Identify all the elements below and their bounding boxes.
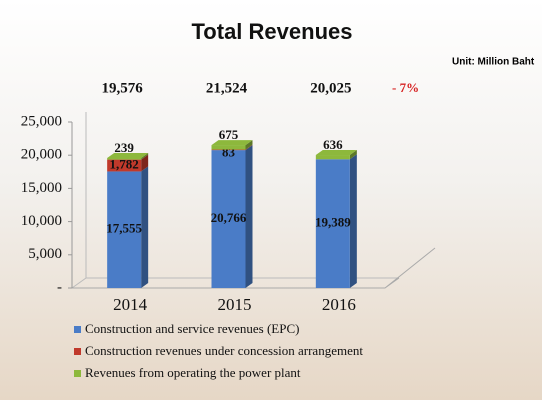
- bar-side: [141, 154, 149, 172]
- bar-side: [349, 154, 357, 288]
- legend-label: Construction and service revenues (EPC): [85, 321, 299, 336]
- bar-top: [315, 150, 357, 156]
- chart-title: Total Revenues: [192, 19, 353, 44]
- data-label: 1,782: [110, 157, 139, 172]
- y-tick-label: 25,000: [21, 113, 62, 129]
- bar-segment: [315, 159, 350, 288]
- y-tick-label: 20,000: [21, 147, 62, 163]
- x-tick-label: 2015: [218, 295, 252, 314]
- bar-segment: [211, 150, 246, 288]
- data-label: 239: [114, 140, 134, 155]
- bar-segment: [211, 145, 246, 150]
- total-label: 21,524: [206, 80, 248, 96]
- y-tick-label: -: [57, 279, 62, 295]
- y-tick-label: 15,000: [21, 180, 62, 196]
- y-tick-label: 5,000: [28, 246, 62, 262]
- bar-side: [349, 150, 357, 160]
- y-tick-label: 10,000: [21, 213, 62, 229]
- x-tick-label: 2016: [322, 295, 356, 314]
- legend-swatch: [74, 370, 81, 377]
- change-annotation: - 7%: [392, 80, 419, 95]
- bar-segment: [107, 159, 142, 172]
- bar-side: [245, 145, 253, 288]
- data-label: 19,389: [315, 215, 351, 230]
- bar-segment: [107, 158, 142, 160]
- data-label: 675: [219, 127, 239, 142]
- bar-top: [107, 153, 149, 159]
- legend-swatch: [74, 326, 81, 333]
- x-tick-label: 2014: [113, 295, 148, 314]
- floor: [72, 247, 436, 289]
- legend-label: Construction revenues under concession a…: [85, 343, 363, 358]
- unit-label: Unit: Million Baht: [452, 57, 535, 68]
- bar-side: [245, 144, 253, 151]
- legend-swatch: [74, 348, 81, 355]
- bar-side: [141, 166, 149, 288]
- total-label: 20,025: [310, 80, 351, 96]
- legend-label: Revenues from operating the power plant: [85, 365, 301, 380]
- total-label: 19,576: [102, 80, 144, 96]
- data-label: 17,555: [106, 221, 142, 236]
- bar-top: [211, 140, 253, 146]
- bar-segment: [211, 149, 246, 151]
- bar-side: [245, 140, 253, 150]
- bar-segment: [315, 155, 350, 160]
- bar-side: [141, 153, 149, 160]
- bar-segment: [107, 171, 142, 288]
- data-label: 636: [323, 137, 343, 152]
- data-label: 20,766: [211, 210, 247, 225]
